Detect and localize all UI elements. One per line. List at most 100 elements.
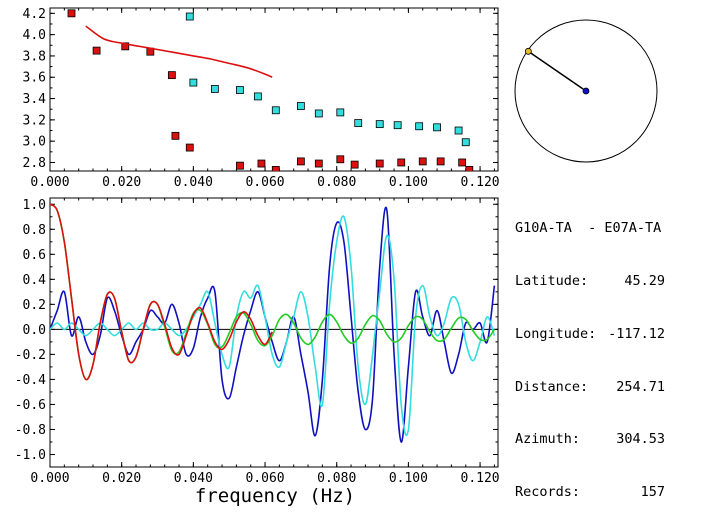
data-point-cyan [454, 126, 463, 135]
y-tick-label: 0.8 [23, 223, 46, 238]
station-info: G10A-TA - E07A-TA Latitude: 45.29 Longit… [515, 185, 695, 519]
info-value: -117.12 [608, 325, 665, 342]
data-point-cyan [433, 123, 441, 132]
y-tick-label: -0.4 [15, 373, 46, 388]
data-point-cyan [336, 108, 345, 117]
info-label: Latitude: [515, 272, 589, 289]
info-row-distance: Distance: 254.71 [515, 379, 665, 397]
data-point-red [458, 158, 467, 167]
data-point-cyan [393, 121, 402, 130]
info-row-longitude: Longitude: -117.12 [515, 326, 665, 344]
data-point-red [375, 159, 384, 168]
x-tick-label: 0.040 [174, 175, 213, 190]
data-point-red [436, 157, 445, 166]
data-point-red [465, 166, 474, 171]
x-axis-label: frequency (Hz) [195, 485, 355, 507]
y-tick-label: 2.8 [23, 156, 46, 171]
y-tick-label: 0.6 [23, 248, 46, 263]
data-point-red [92, 46, 101, 55]
plot-frame [49, 7, 499, 172]
data-point-red [67, 9, 76, 18]
y-tick-label: 3.4 [23, 92, 47, 107]
info-value: 304.53 [616, 431, 665, 448]
x-tick-label: 0.100 [389, 175, 428, 190]
data-point-cyan [271, 106, 280, 115]
y-tick-label: 0.4 [23, 273, 47, 288]
data-point-cyan [185, 12, 194, 21]
info-label: Distance: [515, 378, 589, 395]
y-tick-label: 0.2 [23, 298, 46, 313]
series-group [50, 203, 496, 443]
y-tick-label: 3.6 [23, 71, 46, 86]
x-tick-label: 0.040 [174, 471, 213, 486]
x-tick-label: 0.120 [461, 175, 500, 190]
x-tick-label: 0.000 [30, 471, 69, 486]
info-value: 157 [640, 484, 665, 501]
series-line-blue [50, 206, 496, 443]
data-point-red [296, 157, 305, 166]
plot-frame [49, 197, 499, 468]
data-point-red [121, 42, 130, 51]
data-point-red [350, 160, 359, 169]
data-point-cyan [375, 120, 384, 129]
info-label: Longitude: [515, 325, 597, 342]
data-point-red [314, 159, 323, 168]
info-row-latitude: Latitude: 45.29 [515, 273, 665, 291]
info-label: Azimuth: [515, 431, 581, 448]
data-point-red [236, 161, 244, 170]
x-tick-label: 0.060 [245, 471, 284, 486]
info-row-records: Records: 157 [515, 484, 665, 502]
data-point-cyan [354, 119, 363, 127]
station-center-point [582, 87, 590, 95]
data-point-red [257, 159, 266, 168]
series-line-cyan [50, 215, 496, 437]
y-tick-label: 4.0 [23, 28, 46, 43]
azimuth-map [514, 19, 658, 163]
station-end-point [524, 47, 532, 55]
y-tick-label: 3.8 [23, 49, 46, 64]
y-tick-label: -1.0 [15, 448, 46, 463]
map-circle [514, 19, 658, 163]
y-tick-label: 3.0 [23, 135, 46, 150]
station-pair-title: G10A-TA - E07A-TA [515, 220, 662, 237]
dispersion-panel: 0.000 0.020 0.040 0.060 0.080 0.100 0.120 2.8 3.… [23, 7, 500, 190]
data-point-red [185, 143, 194, 152]
info-label: Records: [515, 484, 581, 501]
data-point-red [171, 131, 180, 140]
coherence-panel: 0.000 0.020 0.040 0.060 0.080 0.100 0.120 1.0 0.… [15, 197, 500, 486]
data-point-red [167, 71, 176, 80]
x-tick-label: 0.080 [317, 175, 356, 190]
data-point-red [397, 158, 406, 167]
x-tick-label: 0.020 [102, 471, 141, 486]
x-tick-label: 0.020 [102, 175, 141, 190]
x-tick-label: 0.000 [30, 175, 69, 190]
y-tick-label: -0.8 [15, 423, 46, 438]
data-point-cyan [461, 138, 470, 147]
data-point-cyan [189, 78, 198, 87]
info-row-azimuth: Azimuth: 304.53 [515, 431, 665, 449]
data-point-cyan [296, 102, 305, 110]
series-line-red [50, 203, 273, 381]
y-tick-label: -0.2 [15, 348, 46, 363]
series-line-red [85, 25, 273, 78]
data-point-red [271, 166, 280, 171]
y-tick-label: -0.6 [15, 398, 46, 413]
y-tick-label: 1.0 [23, 198, 46, 213]
data-point-red [418, 157, 427, 166]
data-point-cyan [314, 109, 323, 118]
y-tick-label: 0.0 [23, 323, 46, 338]
azimuth-line [527, 50, 587, 92]
series-group [67, 9, 474, 171]
x-tick-label: 0.100 [389, 471, 428, 486]
info-value: 45.29 [624, 272, 665, 289]
x-tick-label: 0.060 [245, 175, 284, 190]
data-point-cyan [415, 122, 424, 131]
data-point-red [336, 155, 345, 164]
data-point-cyan [236, 86, 244, 94]
y-tick-label: 4.2 [23, 7, 46, 22]
data-point-cyan [210, 85, 219, 93]
info-value: 254.71 [616, 378, 665, 395]
data-point-cyan [253, 92, 262, 101]
x-tick-label: 0.080 [317, 471, 356, 486]
